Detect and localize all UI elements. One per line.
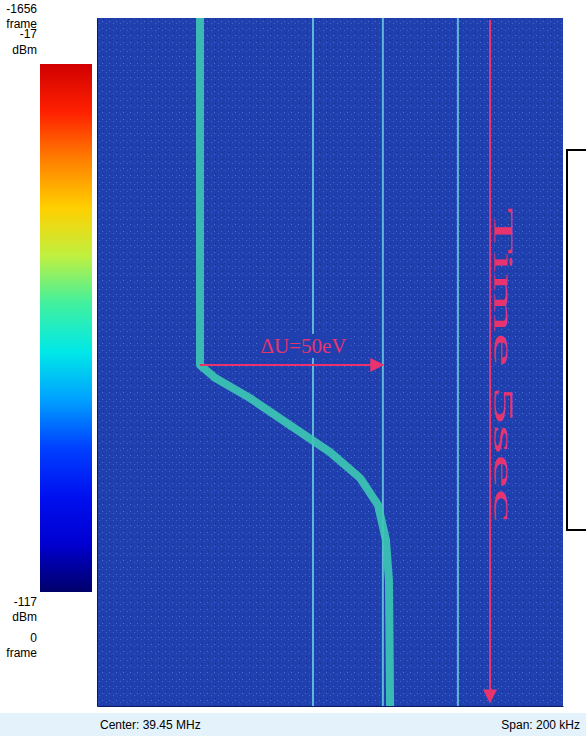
- delta-label: ΔU=50eV: [260, 334, 346, 358]
- y-axis-title: frame: [6, 17, 37, 31]
- x-axis: [98, 706, 564, 707]
- chart: -117dBm-17dBm-1656frame0frameΔU=50eVTime…: [0, 0, 586, 736]
- time-label: Time 5sec: [488, 208, 519, 523]
- y-axis-line: [97, 19, 98, 707]
- spur-line: [312, 18, 314, 706]
- trace-line: [200, 18, 390, 706]
- y-tick-label: 0: [30, 631, 37, 645]
- span-label: Span: 200 kHz: [501, 718, 580, 732]
- y-axis-title: frame: [6, 646, 37, 660]
- center-label: Center: 39.45 MHz: [100, 718, 201, 732]
- plot-data: [200, 18, 458, 706]
- colorbar-tick-label: -117: [14, 595, 37, 609]
- colorbar: [40, 64, 92, 592]
- colorbar-unit: dBm: [12, 43, 37, 57]
- footer-strip: [0, 713, 586, 736]
- label-patch: [258, 334, 348, 358]
- colorbar-unit: dBm: [12, 610, 37, 624]
- side-box: [567, 150, 586, 530]
- y-tick-label: -1656: [6, 2, 37, 16]
- x-axis-line: [98, 706, 564, 707]
- y-axis: [97, 19, 98, 707]
- spur-line: [382, 18, 384, 706]
- spur-line: [457, 18, 459, 706]
- plot-background: [97, 18, 563, 706]
- delta-arrow: [200, 364, 383, 366]
